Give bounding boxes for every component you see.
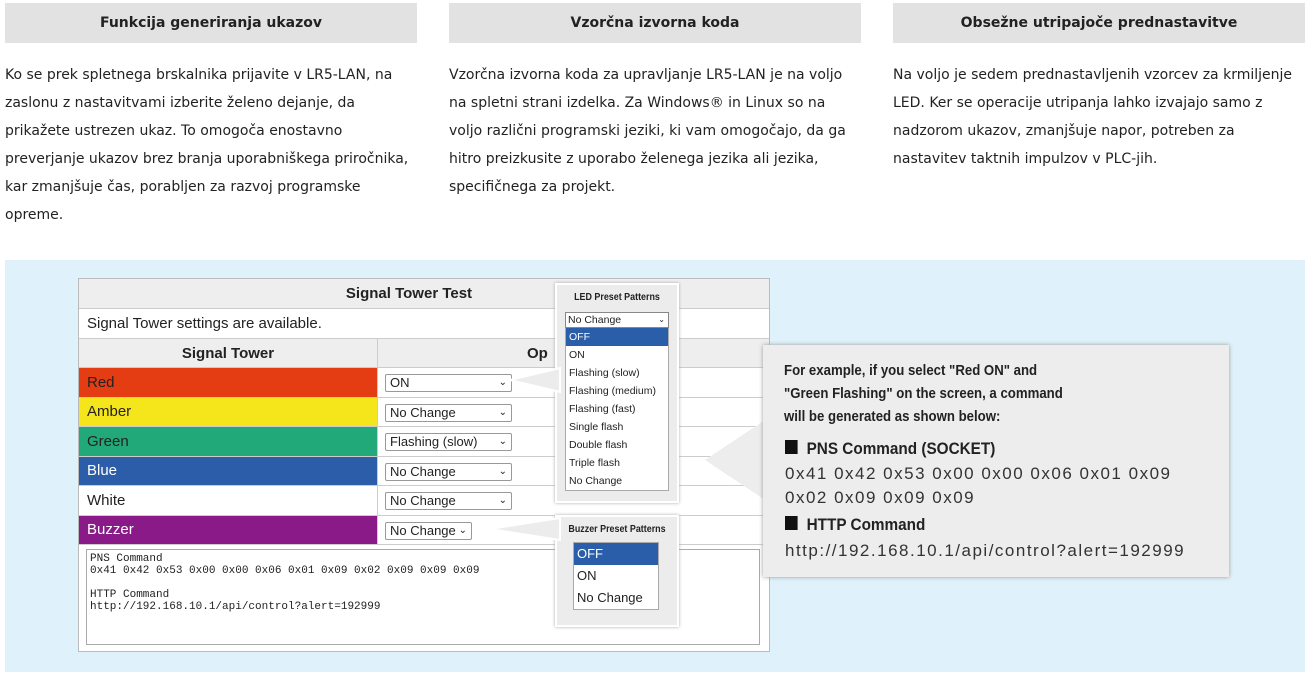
pns-heading: PNS Command (SOCKET) xyxy=(785,439,996,459)
signal-label: White xyxy=(79,486,378,515)
chevron-down-icon: ⌄ xyxy=(458,524,467,536)
intro-line: will be generated as shown below: xyxy=(784,408,1001,425)
signal-row-green: Green Flashing (slow) ⌄ xyxy=(79,427,769,457)
pns-line: 0x02 0x09 0x09 0x09 xyxy=(785,488,976,507)
column-text: Vzorčna izvorna koda za upravljanje LR5-… xyxy=(449,67,846,195)
led-option[interactable]: Triple flash xyxy=(569,457,620,469)
intro-line: "Green Flashing" on the screen, a comman… xyxy=(784,385,1063,402)
buzzer-pointer xyxy=(489,516,561,542)
operation-select[interactable]: No Change ⌄ xyxy=(385,521,472,540)
chevron-down-icon: ⌄ xyxy=(498,436,507,447)
operation-select[interactable]: ON ⌄ xyxy=(385,374,512,392)
example-callout: For example, if you select "Red ON" and … xyxy=(763,345,1229,577)
callout-pointer xyxy=(705,420,765,500)
screen-title: Signal Tower Test xyxy=(345,285,473,302)
signal-label: Amber xyxy=(79,397,378,426)
buzzer-preset-popup: Buzzer Preset Patterns OFF ON No Change xyxy=(555,515,679,627)
feature-column-sample-code: Vzorčna izvorna koda Vzorčna izvorna kod… xyxy=(449,3,861,201)
led-option[interactable]: Flashing (slow) xyxy=(569,367,640,379)
column-text: Na voljo je sedem prednastavljenih vzorc… xyxy=(893,67,1292,167)
operation-select[interactable]: No Change ⌄ xyxy=(385,462,512,481)
buzzer-option[interactable]: No Change xyxy=(577,590,643,605)
buzzer-option[interactable]: OFF xyxy=(574,543,658,565)
led-option[interactable]: No Change xyxy=(569,475,623,487)
led-preset-popup: LED Preset Patterns No Change ⌄ OFF ON Flas… xyxy=(555,283,679,503)
chevron-down-icon: ⌄ xyxy=(498,377,507,388)
selected-value: No Change xyxy=(390,463,456,479)
http-heading: HTTP Command xyxy=(785,515,926,535)
signal-row-buzzer: Buzzer No Change ⌄ xyxy=(79,515,769,545)
signal-label: Green xyxy=(79,427,378,456)
signal-row-white: White No Change ⌄ xyxy=(79,486,769,516)
column-title: Funkcija generiranja ukazov xyxy=(5,3,417,43)
header-operation: Op xyxy=(527,344,548,362)
signal-label: Red xyxy=(79,368,378,397)
operation-select[interactable]: No Change ⌄ xyxy=(385,492,512,510)
led-pattern-select[interactable]: No Change ⌄ xyxy=(565,312,669,328)
led-option[interactable]: Double flash xyxy=(569,439,628,451)
http-command: http://192.168.10.1/api/control?alert=19… xyxy=(785,541,1186,560)
selected-value: No Change xyxy=(390,522,456,538)
led-option[interactable]: ON xyxy=(569,349,585,361)
led-option[interactable]: Flashing (fast) xyxy=(569,403,636,415)
selected-value: No Change xyxy=(568,314,622,326)
buzzer-option[interactable]: ON xyxy=(577,568,597,583)
selected-value: Flashing (slow) xyxy=(390,434,478,449)
callout-intro: For example, if you select "Red ON" and … xyxy=(784,359,1063,428)
feature-column-command-generation: Funkcija generiranja ukazov Ko se prek s… xyxy=(5,3,417,229)
led-option[interactable]: Flashing (medium) xyxy=(569,385,656,397)
signal-label: Blue xyxy=(79,456,378,485)
feature-column-flash-presets: Obsežne utripajoče prednastavitve Na vol… xyxy=(893,3,1305,173)
column-text: Ko se prek spletnega brskalnika prijavit… xyxy=(5,67,409,223)
column-title: Obsežne utripajoče prednastavitve xyxy=(893,3,1305,43)
led-option[interactable]: Single flash xyxy=(569,421,624,433)
selected-value: No Change xyxy=(390,493,456,508)
buzzer-popup-title: Buzzer Preset Patterns xyxy=(568,523,666,535)
operation-select[interactable]: Flashing (slow) ⌄ xyxy=(385,433,512,451)
intro-line: For example, if you select "Red ON" and xyxy=(784,362,1038,379)
signal-row-blue: Blue No Change ⌄ xyxy=(79,456,769,486)
led-popup-title: LED Preset Patterns xyxy=(574,291,660,303)
subtitle-row: Signal Tower settings are available. xyxy=(79,309,769,339)
operation-select[interactable]: No Change ⌄ xyxy=(385,403,512,422)
chevron-down-icon: ⌄ xyxy=(498,465,507,477)
selected-value: No Change xyxy=(390,404,456,420)
selected-value: ON xyxy=(390,375,410,390)
led-option[interactable]: OFF xyxy=(566,328,668,346)
led-pointer xyxy=(509,366,561,394)
pns-command: 0x41 0x42 0x53 0x00 0x00 0x06 0x01 0x09 … xyxy=(785,462,1171,510)
chevron-down-icon: ⌄ xyxy=(658,315,665,324)
signal-label: Buzzer xyxy=(79,515,378,544)
pns-line: 0x41 0x42 0x53 0x00 0x00 0x06 0x01 0x09 xyxy=(785,464,1172,483)
chevron-down-icon: ⌄ xyxy=(498,406,507,418)
led-options-list: OFF ON Flashing (slow) Flashing (medium) Fla… xyxy=(565,328,669,491)
signal-row-red: Red ON ⌄ xyxy=(79,368,769,398)
signal-row-amber: Amber No Change ⌄ xyxy=(79,397,769,427)
chevron-down-icon: ⌄ xyxy=(498,495,507,506)
buzzer-options-list: OFF ON No Change xyxy=(573,542,659,610)
header-signal-tower: Signal Tower xyxy=(79,339,378,367)
command-output-textarea[interactable]: PNS Command 0x41 0x42 0x53 0x00 0x00 0x0… xyxy=(86,549,760,645)
screen-subtitle: Signal Tower settings are available. xyxy=(87,315,322,332)
column-title: Vzorčna izvorna koda xyxy=(449,3,861,43)
